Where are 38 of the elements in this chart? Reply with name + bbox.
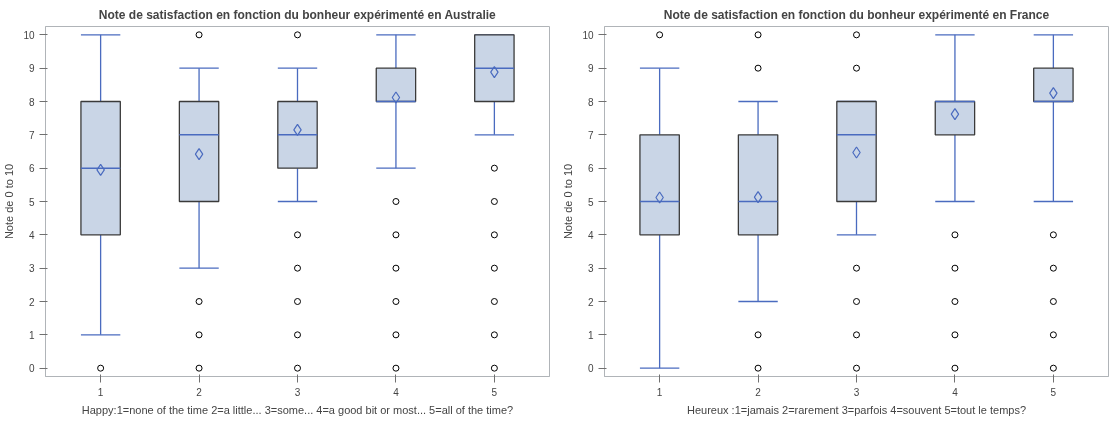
y-tick-label: 3 <box>28 263 35 275</box>
y-axis-title: Note de 0 to 10 <box>3 163 16 240</box>
x-tick-label: 2 <box>755 386 762 398</box>
y-tick-label: 4 <box>587 229 594 241</box>
x-tick-label: 2 <box>196 386 203 398</box>
y-tick-label: 2 <box>28 296 35 308</box>
y-tick-label: 7 <box>28 129 35 141</box>
x-tick-label: 3 <box>853 386 860 398</box>
x-axis-title: Happy:1=none of the time 2=a little... 3=some... 4=a good bit or most... 5=all of the time? <box>81 403 514 416</box>
y-tick-label: 6 <box>28 163 35 175</box>
y-tick-label: 8 <box>28 96 35 108</box>
chart-title: Note de satisfaction en fonction du bonheur expérimenté en France <box>663 7 1050 22</box>
y-tick-label: 3 <box>587 263 594 275</box>
y-tick-label: 10 <box>582 29 594 41</box>
y-tick-label: 6 <box>587 163 594 175</box>
y-tick-label: 5 <box>28 196 35 208</box>
y-tick-label: 8 <box>587 96 594 108</box>
y-tick-label: 9 <box>587 63 594 75</box>
x-axis-title: Heureux :1=jamais 2=rarement 3=parfois 4=souvent 5=tout le temps? <box>686 403 1027 416</box>
chart-title: Note de satisfaction en fonction du bonheur expérimenté en Australie <box>98 7 497 22</box>
y-tick-label: 0 <box>28 363 35 375</box>
y-tick-label: 1 <box>28 329 35 341</box>
y-tick-label: 4 <box>28 229 35 241</box>
y-axis-title: Note de 0 to 10 <box>562 163 575 240</box>
x-tick-label: 5 <box>1050 386 1057 398</box>
x-tick-label: 1 <box>97 386 104 398</box>
y-tick-label: 7 <box>587 129 594 141</box>
y-tick-label: 2 <box>587 296 594 308</box>
y-tick-label: 10 <box>23 29 35 41</box>
x-tick-label: 4 <box>952 386 959 398</box>
x-tick-label: 3 <box>294 386 301 398</box>
x-tick-label: 1 <box>656 386 663 398</box>
y-tick-label: 0 <box>587 363 594 375</box>
y-tick-label: 5 <box>587 196 594 208</box>
x-tick-label: 5 <box>491 386 498 398</box>
y-tick-label: 9 <box>28 63 35 75</box>
x-tick-label: 4 <box>393 386 400 398</box>
y-tick-label: 1 <box>587 329 594 341</box>
